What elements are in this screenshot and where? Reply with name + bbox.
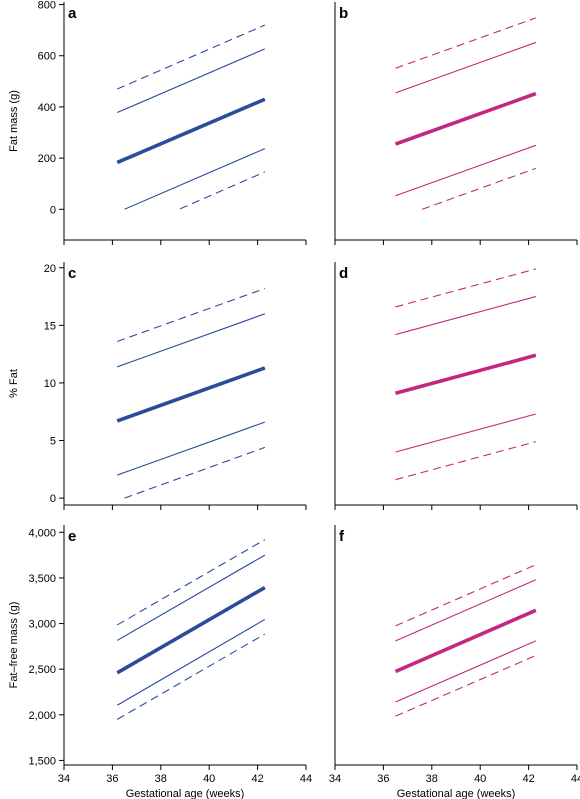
- series-line-thick: [395, 353, 537, 396]
- x-tick-label: 40: [474, 773, 486, 785]
- y-tick-label: 15: [44, 320, 56, 332]
- x-tick-label: 36: [377, 773, 389, 785]
- x-tick-label: 38: [155, 773, 167, 785]
- x-tick-label: 44: [300, 773, 312, 785]
- panel-letter: b: [339, 5, 348, 22]
- series-line-dashed: [116, 633, 266, 720]
- series-line-dashed: [116, 539, 266, 626]
- y-tick-label: 4,000: [28, 527, 56, 539]
- y-tick-label: 600: [38, 51, 56, 63]
- y-tick-label: 800: [38, 0, 56, 12]
- series-line-solid: [395, 41, 537, 94]
- series-line-solid: [395, 579, 537, 642]
- series-line-solid: [395, 296, 537, 336]
- y-tick-label: 0: [50, 493, 56, 505]
- series-line-dashed: [395, 268, 537, 308]
- series-line-thick: [116, 585, 266, 675]
- series-line-solid: [116, 554, 266, 641]
- x-tick-label: 34: [329, 773, 341, 785]
- series-line-dashed: [421, 167, 537, 210]
- y-tick-label: 1,500: [28, 755, 56, 767]
- series-line-dashed: [117, 287, 266, 342]
- series-line-solid: [117, 313, 266, 368]
- x-tick-label: 36: [106, 773, 118, 785]
- y-tick-label: 3,000: [28, 619, 56, 631]
- panel-letter: a: [68, 5, 77, 22]
- x-tick-label: 44: [571, 773, 580, 785]
- series-line-thick: [116, 366, 266, 423]
- x-axis-title: Gestational age (weeks): [126, 788, 245, 799]
- panel-letter: f: [339, 528, 345, 545]
- panel-letter: d: [339, 265, 348, 282]
- panel-f: 34 36 38 40 42 44 f Gestational age (weeks): [329, 525, 580, 799]
- series-line-thick: [394, 91, 537, 146]
- x-tick-label: 40: [203, 773, 215, 785]
- y-axis-title: Fat mass (g): [8, 90, 20, 152]
- series-line-thick: [116, 97, 266, 165]
- y-tick-label: 2,000: [28, 710, 56, 722]
- y-tick-label: 200: [38, 153, 56, 165]
- x-tick-label: 42: [251, 773, 263, 785]
- panel-d: d: [334, 262, 578, 510]
- x-tick-label: 42: [522, 773, 534, 785]
- x-tick-label: 34: [58, 773, 70, 785]
- series-line-solid: [124, 148, 266, 210]
- series-line-dashed: [124, 446, 266, 499]
- y-axis-title: % Fat: [8, 369, 20, 398]
- series-line-solid: [395, 640, 537, 703]
- y-tick-label: 5: [50, 436, 56, 448]
- panel-c: 0 5 10 15 20 c % Fat: [8, 262, 307, 510]
- series-line-dashed: [117, 24, 266, 90]
- series-line-solid: [395, 144, 537, 197]
- y-tick-label: 400: [38, 102, 56, 114]
- y-tick-label: 10: [44, 378, 56, 390]
- y-tick-label: 3,500: [28, 573, 56, 585]
- series-line-dashed: [395, 17, 537, 69]
- panel-b: b: [334, 2, 578, 245]
- y-tick-label: 20: [44, 263, 56, 275]
- series-line-dashed: [395, 441, 537, 481]
- series-line-thick: [394, 608, 537, 674]
- series-line-dashed: [179, 171, 266, 210]
- y-tick-label: 0: [50, 204, 56, 216]
- x-tick-label: 38: [426, 773, 438, 785]
- panel-letter: c: [68, 265, 76, 282]
- panel-letter: e: [68, 528, 76, 545]
- series-line-solid: [117, 421, 266, 476]
- series-line-solid: [395, 413, 537, 453]
- panel-a: 0 200 400 600 800 a Fat mass (g): [8, 0, 307, 245]
- series-line-solid: [116, 618, 266, 706]
- y-axis-title: Fat–free mass (g): [8, 602, 20, 689]
- series-line-solid: [117, 48, 266, 114]
- series-line-dashed: [395, 564, 537, 627]
- y-tick-label: 2,500: [28, 664, 56, 676]
- series-line-dashed: [395, 654, 537, 717]
- x-axis-title: Gestational age (weeks): [397, 788, 516, 799]
- panel-e: 34 36 38 40 42 44 1,500 2,000 2,500 3,000 3,500 4,0…: [8, 525, 312, 799]
